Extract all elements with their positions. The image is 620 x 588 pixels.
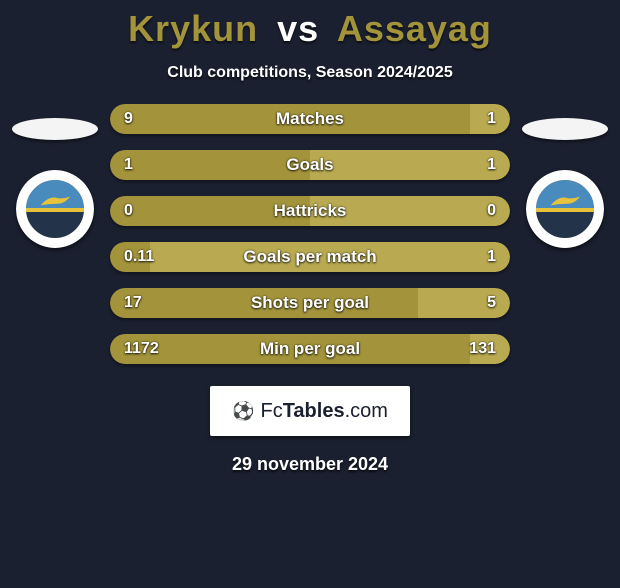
source-logo-icon: ⚽ xyxy=(232,401,254,422)
stat-value-left: 17 xyxy=(124,294,142,312)
date-label: 29 november 2024 xyxy=(0,454,620,475)
stat-value-right: 1 xyxy=(487,156,496,174)
source-text-prefix: Fc xyxy=(260,400,282,422)
source-text-bold: Tables xyxy=(283,400,345,422)
stat-row: 0 0 Hattricks xyxy=(110,196,510,226)
stat-label: Goals xyxy=(286,155,333,175)
stat-value-right: 1 xyxy=(487,110,496,128)
title-vs: vs xyxy=(277,8,319,49)
comparison-panel: 9 1 Matches 1 1 Goals 0 0 Hattricks 0.11 1 Goals pe… xyxy=(0,104,620,364)
stat-row: 0.11 1 Goals per match xyxy=(110,242,510,272)
subtitle: Club competitions, Season 2024/2025 xyxy=(0,64,620,82)
stat-label: Matches xyxy=(276,109,344,129)
title-player2: Assayag xyxy=(337,8,492,49)
player2-flag xyxy=(522,118,608,140)
player1-flag xyxy=(12,118,98,140)
source-text-suffix: .com xyxy=(345,400,388,422)
left-player-column xyxy=(0,104,110,248)
stat-label: Hattricks xyxy=(274,201,347,221)
source-text: FcTables.com xyxy=(260,400,387,423)
stat-value-left: 1 xyxy=(124,156,133,174)
stat-value-left: 0 xyxy=(124,202,133,220)
stat-value-right: 131 xyxy=(469,340,496,358)
stat-value-left: 9 xyxy=(124,110,133,128)
stat-bar-left xyxy=(110,150,310,180)
page-title: Krykun vs Assayag xyxy=(0,8,620,50)
stat-label: Goals per match xyxy=(243,247,376,267)
player2-club-badge xyxy=(526,170,604,248)
source-badge: ⚽ FcTables.com xyxy=(210,386,410,436)
stat-bars: 9 1 Matches 1 1 Goals 0 0 Hattricks 0.11 1 Goals pe… xyxy=(110,104,510,364)
stat-row: 1172 131 Min per goal xyxy=(110,334,510,364)
right-player-column xyxy=(510,104,620,248)
stat-row: 1 1 Goals xyxy=(110,150,510,180)
stat-value-right: 1 xyxy=(487,248,496,266)
stat-bar-right xyxy=(418,288,510,318)
stat-row: 9 1 Matches xyxy=(110,104,510,134)
stat-label: Min per goal xyxy=(260,339,360,359)
player1-club-badge xyxy=(16,170,94,248)
stat-value-left: 0.11 xyxy=(124,248,154,266)
title-player1: Krykun xyxy=(128,8,258,49)
stat-label: Shots per goal xyxy=(251,293,369,313)
stat-value-right: 5 xyxy=(487,294,496,312)
stat-value-left: 1172 xyxy=(124,340,159,358)
stat-row: 17 5 Shots per goal xyxy=(110,288,510,318)
stat-bar-right xyxy=(310,150,510,180)
stat-value-right: 0 xyxy=(487,202,496,220)
